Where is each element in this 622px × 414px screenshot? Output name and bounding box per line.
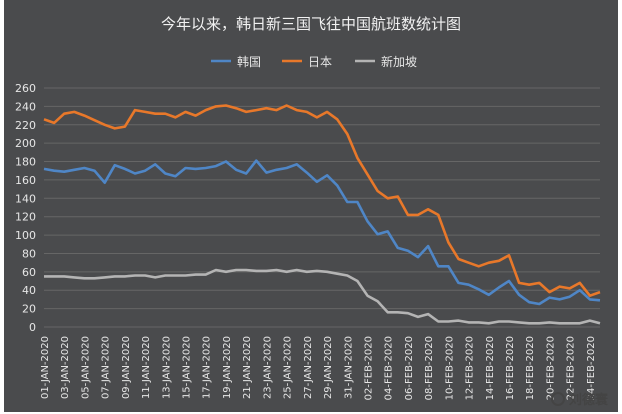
x-tick-label: 10-FEB-2020 [444,336,455,400]
legend-label: 韩国 [237,54,261,69]
x-tick-label: 31-JAN-2020 [343,336,354,399]
line-chart: 今年以来，韩日新三国飞往中国航班数统计图 韩国 日本 新加坡 0 20 40 60 80 10… [4,0,618,412]
watermark-text: 刘德寰 [568,393,608,408]
x-tick-label: 02-FEB-2020 [363,336,374,400]
x-tick-label: 11-JAN-2020 [141,336,152,399]
y-tick-label: 40 [22,284,36,297]
x-tick-label: 03-JAN-2020 [60,336,71,399]
x-tick-label: 27-JAN-2020 [303,336,314,399]
x-tick-label: 09-JAN-2020 [121,336,132,399]
legend-label: 新加坡 [381,54,417,69]
y-tick-label: 100 [15,229,36,242]
x-tick-label: 16-FEB-2020 [505,336,516,400]
series-line [44,268,601,325]
x-tick-label: 13-JAN-2020 [161,336,172,399]
y-tick-label: 240 [15,100,36,113]
y-tick-label: 180 [15,156,36,169]
x-tick-label: 18-FEB-2020 [525,336,536,400]
y-tick-label: 140 [15,192,36,205]
x-tick-label: 25-JAN-2020 [283,336,294,399]
legend-label: 日本 [308,55,332,69]
chart-background [4,0,618,412]
x-tick-label: 22-FEB-2020 [566,336,577,400]
x-tick-label: 19-JAN-2020 [222,336,233,399]
y-tick-label: 60 [22,266,36,279]
x-tick-label: 06-FEB-2020 [404,336,415,400]
x-tick-label: 29-JAN-2020 [323,336,334,399]
x-tick-label: 01-JAN-2020 [40,336,51,399]
chart-title: 今年以来，韩日新三国飞往中国航班数统计图 [161,15,461,33]
x-tick-label: 17-JAN-2020 [202,336,213,399]
series-line [43,104,601,298]
x-tick-label: 21-JAN-2020 [242,336,253,399]
legend: 韩国 日本 新加坡 [211,54,417,69]
y-tick-label: 120 [15,211,36,224]
x-tick-label: 08-FEB-2020 [424,336,435,400]
y-tick-label: 260 [15,82,36,95]
x-tick-label: 04-FEB-2020 [384,336,395,400]
gridlines [44,87,600,328]
x-tick-label: 05-JAN-2020 [80,336,91,399]
y-axis-ticks: 0 20 40 60 80 100 120 140 160 180 200 220 240 260 [15,82,36,334]
series-line [43,159,601,306]
x-tick-label: 12-FEB-2020 [465,336,476,400]
x-tick-label: 07-JAN-2020 [101,336,112,399]
y-tick-label: 220 [15,119,36,132]
y-tick-label: 0 [29,321,36,334]
y-tick-label: 20 [22,303,36,316]
watermark: 刘德寰 [550,389,608,408]
x-tick-label: 14-FEB-2020 [485,336,496,400]
series-lines [43,104,601,325]
x-axis-ticks: 01-JAN-2020 03-JAN-2020 05-JAN-2020 07-JAN-… [40,336,597,400]
y-tick-label: 200 [15,137,36,150]
y-tick-label: 80 [22,247,36,260]
x-tick-label: 23-JAN-2020 [262,336,273,399]
x-tick-label: 20-FEB-2020 [545,336,556,400]
x-tick-label: 24-FEB-2020 [586,336,597,400]
wechat-icon [550,391,565,406]
x-tick-label: 15-JAN-2020 [182,336,193,399]
y-tick-label: 160 [15,174,36,187]
